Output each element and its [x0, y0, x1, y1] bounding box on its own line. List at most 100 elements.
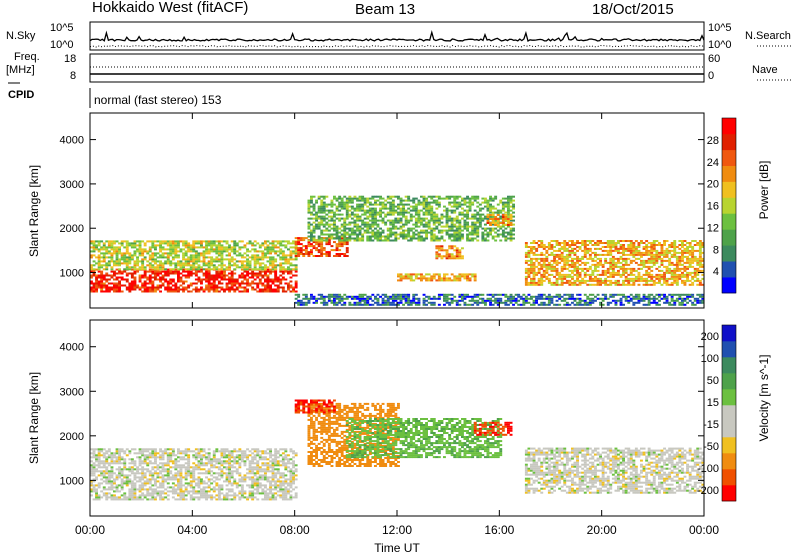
heatmap-cell: [123, 464, 127, 467]
heatmap-cell: [581, 242, 585, 244]
heatmap-cell: [384, 235, 388, 238]
heatmap-cell: [675, 257, 679, 260]
heatmap-cell: [327, 243, 331, 246]
heatmap-cell: [665, 269, 669, 272]
heatmap-cell: [358, 199, 362, 202]
heatmap-cell: [553, 295, 556, 298]
sky-noise-line: [89, 29, 705, 43]
heatmap-cell: [486, 207, 490, 210]
heatmap-cell: [381, 239, 385, 242]
heatmap-cell: [450, 209, 454, 212]
heatmap-cell: [361, 233, 365, 236]
heatmap-cell: [527, 275, 531, 278]
heatmap-cell: [138, 462, 142, 465]
heatmap-cell: [138, 288, 142, 291]
heatmap-cell: [443, 205, 446, 208]
heatmap-cell: [338, 245, 342, 248]
heatmap-cell: [553, 261, 556, 264]
heatmap-cell: [642, 293, 646, 296]
heatmap-cell: [125, 482, 129, 485]
heatmap-cell: [443, 303, 446, 306]
heatmap-cell: [304, 297, 308, 300]
heatmap-cell: [246, 282, 249, 285]
heatmap-cell: [412, 279, 416, 282]
heatmap-cell: [668, 249, 672, 252]
heatmap-cell: [304, 247, 308, 250]
heatmap-cell: [512, 219, 515, 222]
heatmap-cell: [161, 268, 165, 271]
heatmap-cell: [622, 253, 625, 256]
heatmap-cell: [343, 205, 347, 208]
heatmap-cell: [161, 240, 165, 243]
heatmap-cell: [215, 268, 219, 271]
heatmap-cell: [391, 299, 395, 302]
heatmap-cell: [179, 278, 183, 281]
heatmap-cell: [363, 209, 367, 212]
heatmap-cell: [437, 231, 441, 234]
heatmap-cell: [642, 303, 646, 306]
heatmap-cell: [427, 203, 431, 206]
heatmap-cell: [532, 275, 536, 278]
heatmap-cell: [399, 227, 403, 230]
heatmap-cell: [102, 278, 106, 281]
heatmap-cell: [698, 240, 702, 242]
heatmap-cell: [233, 250, 237, 253]
colorbar-tick-label: 12: [707, 222, 719, 234]
heatmap-cell: [317, 239, 321, 242]
heatmap-cell: [494, 239, 498, 242]
heatmap-cell: [611, 275, 615, 278]
heatmap-cell: [455, 201, 459, 204]
colorbar-segment: [722, 245, 736, 262]
heatmap-cell: [128, 284, 132, 287]
heatmap-cell: [322, 219, 326, 222]
heatmap-cell: [632, 295, 636, 298]
heatmap-cell: [399, 211, 403, 214]
heatmap-cell: [110, 276, 114, 279]
heatmap-cell: [100, 266, 104, 269]
heatmap-cell: [540, 295, 544, 298]
heatmap-cell: [379, 209, 382, 212]
colorbar-tick-label: 8: [713, 244, 719, 256]
heatmap-cell: [90, 482, 93, 485]
heatmap-cell: [509, 218, 513, 220]
heatmap-cell: [333, 249, 336, 252]
heatmap-cell: [686, 242, 689, 244]
heatmap-cell: [540, 257, 544, 260]
heatmap-cell: [133, 464, 137, 467]
heatmap-cell: [141, 498, 145, 501]
heatmap-cell: [663, 275, 666, 278]
heatmap-cell: [507, 220, 510, 222]
heatmap-cell: [123, 284, 127, 287]
heatmap-cell: [645, 259, 649, 262]
heatmap-cell: [555, 261, 559, 264]
heatmap-cell: [95, 494, 98, 497]
heatmap-cell: [207, 286, 211, 289]
heatmap-cell: [619, 240, 623, 242]
heatmap-cell: [243, 274, 247, 277]
heatmap-cell: [384, 223, 388, 226]
heatmap-cell: [491, 197, 495, 200]
heatmap-cell: [583, 299, 587, 302]
heatmap-cell: [673, 299, 677, 302]
heatmap-cell: [166, 254, 170, 257]
heatmap-cell: [399, 279, 403, 282]
heatmap-cell: [302, 293, 306, 296]
heatmap-cell: [530, 283, 533, 286]
heatmap-cell: [315, 201, 318, 204]
heatmap-cell: [532, 281, 536, 284]
heatmap-cell: [92, 484, 96, 487]
heatmap-cell: [325, 251, 329, 254]
heatmap-cell: [102, 242, 106, 245]
heatmap-cell: [366, 201, 370, 204]
heatmap-cell: [594, 279, 597, 282]
heatmap-cell: [363, 221, 367, 224]
heatmap-cell: [550, 295, 554, 298]
heatmap-cell: [476, 213, 480, 216]
heatmap-cell: [92, 264, 96, 267]
heatmap-cell: [458, 251, 462, 254]
heatmap-cell: [148, 276, 152, 279]
heatmap-cell: [133, 250, 137, 253]
heatmap-cell: [634, 261, 638, 264]
heatmap-cell: [115, 462, 119, 465]
heatmap-cell: [478, 215, 482, 218]
